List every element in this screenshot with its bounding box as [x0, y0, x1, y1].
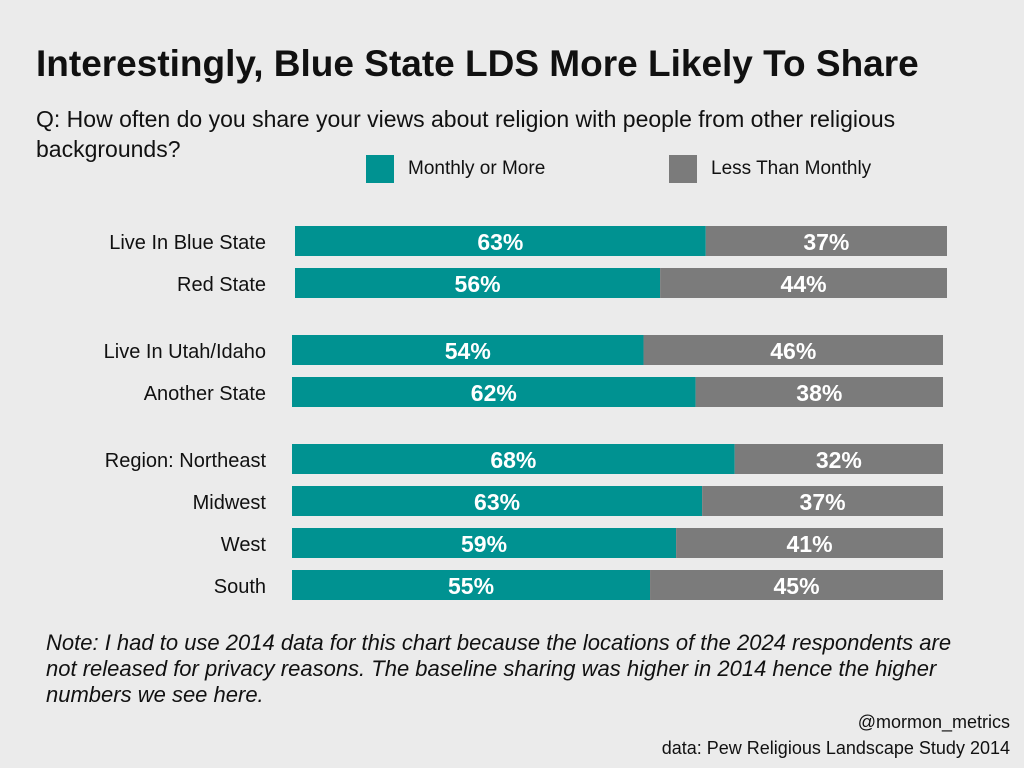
data-label: 37%	[800, 489, 846, 515]
data-label: 38%	[796, 380, 842, 406]
category-label: Red State	[177, 274, 266, 296]
data-label: 62%	[471, 380, 517, 406]
category-label: Region: Northeast	[105, 450, 267, 472]
bar-segment-less	[676, 528, 943, 558]
data-label: 63%	[477, 229, 523, 255]
category-label: Live In Utah/Idaho	[104, 341, 266, 363]
note-text: Note: I had to use 2014 data for this ch…	[46, 630, 952, 707]
data-label: 46%	[770, 338, 816, 364]
data-label: 68%	[490, 447, 536, 473]
bar-segment-less	[702, 486, 943, 516]
legend-item-monthly: Monthly or More	[366, 155, 545, 183]
chart-subtitle: Q: How often do you share your views abo…	[36, 106, 896, 162]
legend-label-less: Less Than Monthly	[711, 158, 872, 179]
source-text: data: Pew Religious Landscape Study 2014	[661, 738, 1010, 758]
legend-swatch-less	[669, 155, 697, 183]
category-label: Midwest	[193, 492, 267, 514]
data-label: 59%	[461, 531, 507, 557]
data-label: 44%	[781, 271, 827, 297]
data-label: 56%	[455, 271, 501, 297]
data-label: 41%	[787, 531, 833, 557]
data-label: 45%	[774, 573, 820, 599]
category-label: Live In Blue State	[109, 232, 266, 254]
category-label: South	[214, 576, 266, 598]
bar-segment-less	[705, 226, 947, 256]
bar-segment-less	[643, 335, 943, 365]
bar-segment-monthly	[295, 268, 661, 298]
data-label: 55%	[448, 573, 494, 599]
bar-segment-monthly	[292, 570, 651, 600]
handle-text: @mormon_metrics	[857, 712, 1010, 732]
data-label: 32%	[816, 447, 862, 473]
legend-label-monthly: Monthly or More	[408, 158, 546, 179]
bar-segment-less	[650, 570, 943, 600]
legend-item-less: Less Than Monthly	[669, 155, 871, 183]
legend-swatch-monthly	[366, 155, 394, 183]
data-label: 54%	[445, 338, 491, 364]
bar-segment-monthly	[295, 226, 706, 256]
bar-segment-monthly	[292, 377, 696, 407]
category-label: West	[221, 534, 267, 556]
data-label: 37%	[803, 229, 849, 255]
bar-segment-monthly	[292, 486, 703, 516]
chart-title: Interestingly, Blue State LDS More Likel…	[36, 43, 919, 84]
bar-segment-monthly	[292, 528, 677, 558]
bar-segment-monthly	[292, 335, 644, 365]
data-label: 63%	[474, 489, 520, 515]
bar-segment-less	[660, 268, 947, 298]
bar-segment-less	[695, 377, 943, 407]
category-label: Another State	[144, 383, 266, 405]
bar-segment-less	[734, 444, 943, 474]
bar-segment-monthly	[292, 444, 735, 474]
